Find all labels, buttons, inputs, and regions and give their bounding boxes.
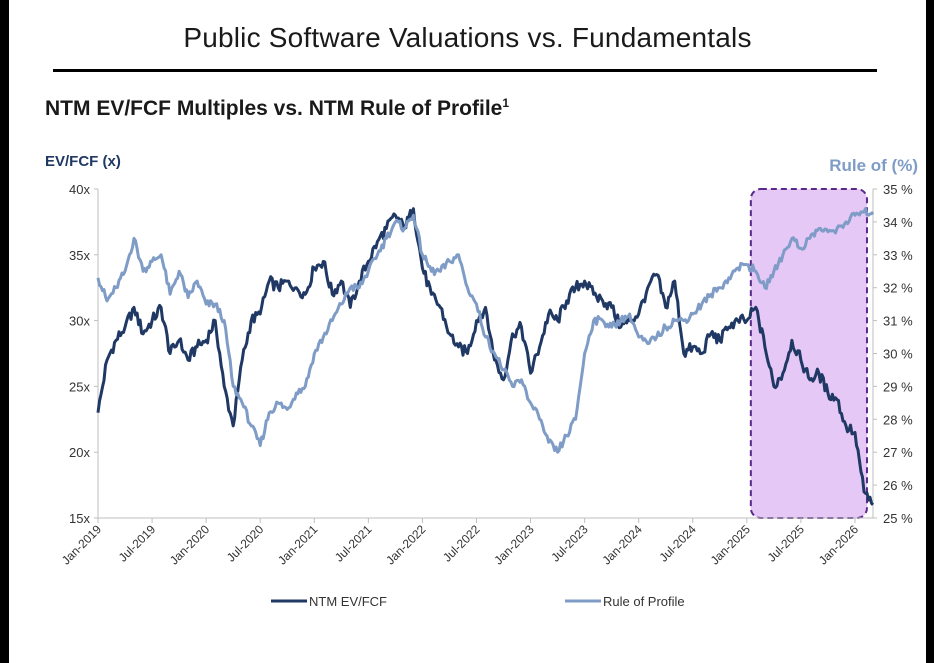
x-tick-label: Jan-2020 (167, 522, 213, 568)
y2-tick-label: 28 % (883, 412, 913, 427)
x-tick-label: Jul-2025 (765, 522, 808, 565)
chart-subtitle: NTM EV/FCF Multiples vs. NTM Rule of Pro… (45, 96, 509, 121)
x-tick-label: Jul-2023 (548, 522, 591, 565)
y-tick-label: 15x (69, 511, 90, 526)
x-tick-label: Jan-2026 (816, 522, 862, 568)
subtitle-footnote: 1 (502, 96, 510, 110)
x-tick-label: Jan-2025 (708, 522, 754, 568)
slide-title: Public Software Valuations vs. Fundament… (183, 22, 752, 53)
slide: Public Software Valuations vs. Fundament… (9, 0, 926, 663)
y2-tick-label: 34 % (883, 215, 913, 230)
y2-tick-label: 26 % (883, 478, 913, 493)
subtitle-text: NTM EV/FCF Multiples vs. NTM Rule of Pro… (45, 97, 503, 120)
x-tick-label: Jan-2022 (383, 522, 429, 568)
x-tick-label: Jan-2024 (600, 522, 646, 568)
y-tick-label: 25x (69, 379, 90, 394)
title-divider (53, 69, 877, 72)
x-tick-label: Jul-2019 (116, 522, 159, 565)
x-tick-label: Jan-2019 (59, 522, 105, 568)
series-line-ntm-ev-fcf (96, 207, 875, 506)
y2-tick-label: 31 % (883, 314, 913, 329)
y2-tick-label: 33 % (883, 248, 913, 263)
legend-label: NTM EV/FCF (309, 594, 387, 609)
dual-axis-line-chart: 15x 20x 25x 30x 35x 40x 25 % 26 % 27 % 28 % 29 % 30… (59, 182, 913, 609)
series-line-rule-of-profile (96, 207, 875, 454)
y-tick-label: 20x (69, 445, 90, 460)
x-tick-label: Jan-2021 (275, 522, 321, 568)
x-tick-label: Jul-2024 (656, 522, 699, 565)
x-tick-label: Jul-2021 (332, 522, 375, 565)
x-tick-label: Jul-2022 (440, 522, 483, 565)
y-tick-label: 35x (69, 248, 90, 263)
legend-label: Rule of Profile (603, 594, 685, 609)
left-axis-title: EV/FCF (x) (45, 153, 121, 170)
y2-tick-label: 27 % (883, 445, 913, 460)
y2-tick-label: 35 % (883, 182, 913, 197)
x-tick-label: Jan-2023 (491, 522, 537, 568)
x-tick-label: Jul-2020 (224, 522, 267, 565)
y-tick-label: 40x (69, 182, 90, 197)
y2-tick-label: 30 % (883, 347, 913, 362)
y2-tick-label: 29 % (883, 379, 913, 394)
y-tick-label: 30x (69, 314, 90, 329)
y2-tick-label: 25 % (883, 511, 913, 526)
right-axis-title: Rule of (%) (829, 156, 918, 175)
y2-tick-label: 32 % (883, 281, 913, 296)
